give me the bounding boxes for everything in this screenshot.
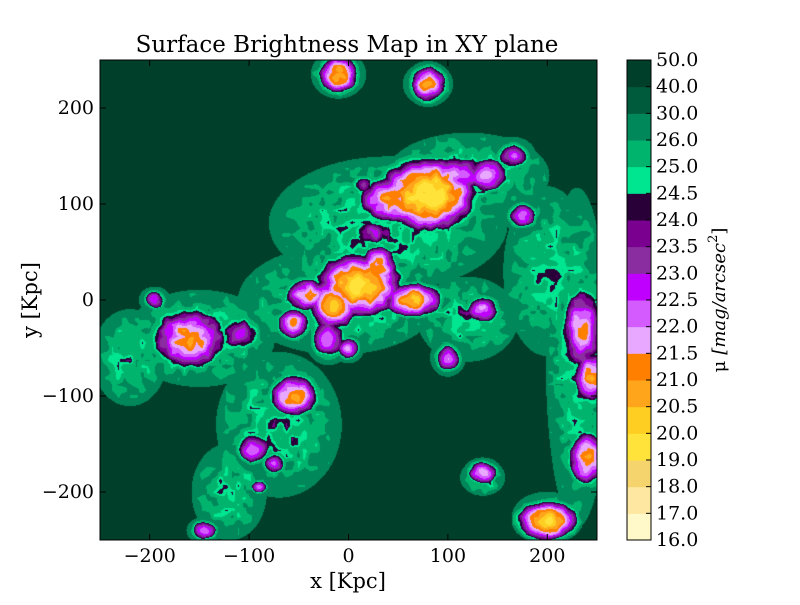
colorbar-band (627, 300, 651, 328)
colorbar-tick-label: 24.0 (656, 209, 698, 231)
colorbar-label-close: ] (709, 228, 730, 235)
colorbar-tick-label: 23.5 (656, 236, 698, 258)
colorbar-tick-label: 23.0 (656, 262, 698, 284)
x-tick-label: −100 (223, 545, 275, 567)
x-tick-label: 0 (342, 545, 354, 567)
colorbar-tick-label: 22.5 (656, 289, 698, 311)
colorbar-tick-label: 17.0 (656, 502, 698, 524)
colorbar-tick-label: 40.0 (656, 76, 698, 98)
chart-title: Surface Brightness Map in XY plane (136, 32, 559, 58)
heatmap-canvas-holder (100, 60, 597, 540)
colorbar-band (627, 86, 651, 114)
x-tick-label: 200 (529, 545, 565, 567)
x-axis-label: x [Kpc] (310, 569, 386, 593)
colorbar-band (627, 140, 651, 168)
colorbar-band (627, 486, 651, 514)
colorbar (627, 60, 651, 541)
colorbar-tick-label: 26.0 (656, 129, 698, 151)
colorbar-ticks: 16.0 17.0 18.0 19.0 20.0 20.5 21.0 21.5 22.0 22.5… (646, 49, 698, 551)
x-tick-label: −200 (124, 545, 176, 567)
colorbar-tick-label: 18.0 (656, 476, 698, 498)
y-axis-label: y [Kpc] (18, 262, 42, 339)
x-axis-ticks: −200 −100 0 100 200 (124, 60, 565, 567)
colorbar-tick-label: 24.5 (656, 182, 698, 204)
colorbar-band (627, 220, 651, 248)
colorbar-tick-label: 21.0 (656, 369, 698, 391)
colorbar-band (627, 193, 651, 221)
colorbar-tick-label: 20.0 (656, 422, 698, 444)
colorbar-band (627, 60, 651, 88)
colorbar-band (627, 166, 651, 194)
colorbar-label-mu: μ (709, 360, 730, 372)
colorbar-label: μ [mag/arcsec2] (706, 228, 730, 373)
y-axis-ticks: −200 −100 0 100 200 (42, 97, 597, 503)
y-tick-label: 200 (58, 97, 94, 119)
colorbar-band (627, 460, 651, 488)
y-tick-label: −100 (42, 385, 94, 407)
surface-brightness-heatmap (100, 60, 597, 540)
colorbar-band (627, 353, 651, 381)
y-tick-label: −200 (42, 481, 94, 503)
colorbar-tick-label: 19.0 (656, 449, 698, 471)
colorbar-label-exponent: 2 (706, 235, 721, 243)
colorbar-tick-label: 30.0 (656, 102, 698, 124)
y-tick-label: 0 (82, 289, 94, 311)
colorbar-band (627, 113, 651, 141)
colorbar-tick-label: 22.0 (656, 316, 698, 338)
colorbar-tick-label: 50.0 (656, 49, 698, 71)
colorbar-band (627, 273, 651, 301)
x-tick-label: 100 (430, 545, 466, 567)
colorbar-tick-label: 16.0 (656, 529, 698, 551)
colorbar-tick-label: 20.5 (656, 396, 698, 418)
y-tick-label: 100 (58, 193, 94, 215)
colorbar-band (627, 380, 651, 408)
colorbar-label-units: [mag/arcsec (709, 243, 730, 355)
colorbar-band (627, 406, 651, 434)
colorbar-band (627, 326, 651, 354)
heatmap-plot-area (99, 59, 598, 541)
colorbar-band (627, 433, 651, 461)
colorbar-band (627, 246, 651, 274)
colorbar-band (627, 513, 651, 541)
colorbar-tick-label: 25.0 (656, 156, 698, 178)
colorbar-tick-label: 21.5 (656, 342, 698, 364)
